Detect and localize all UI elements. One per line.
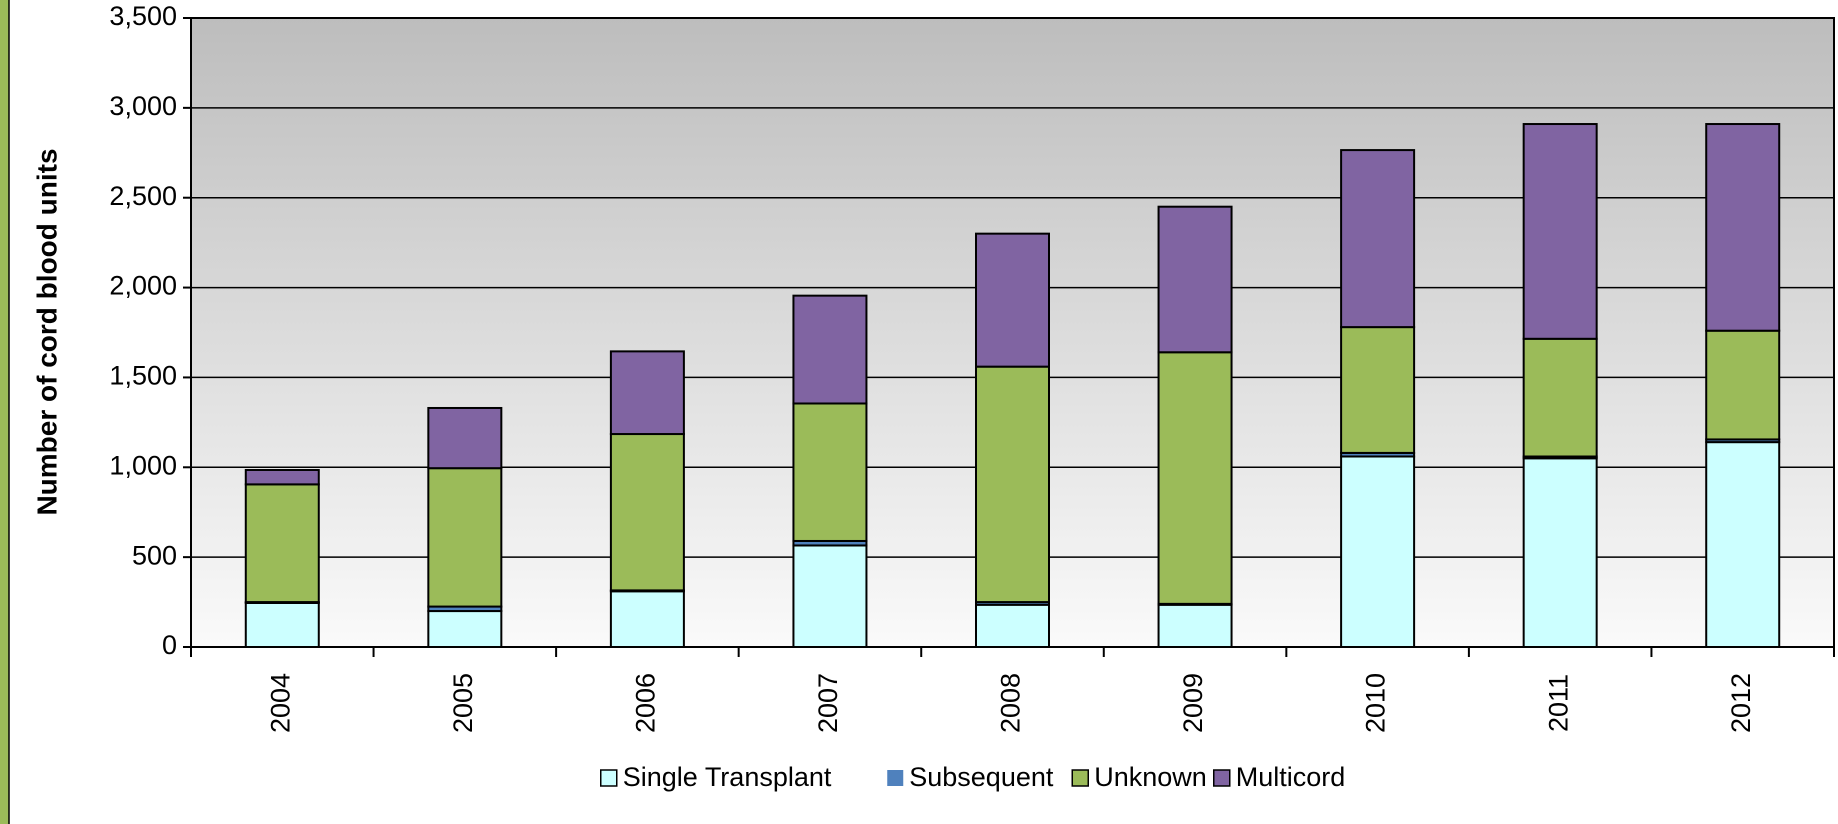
bar-segment [975,232,1050,368]
legend-swatch [1213,769,1231,787]
bar-segment [1340,455,1416,649]
bar-segment [792,544,868,648]
legend-label: Single Transplant [623,762,832,792]
y-tick-label: 500 [132,540,177,570]
bar-segment [1522,337,1598,458]
legend-label: Subsequent [909,762,1054,792]
bar-segment [792,294,868,405]
bar-segment [975,365,1050,604]
y-tick-label: 3,500 [109,1,177,31]
bar-segment [427,610,503,648]
bar-segment [1705,123,1781,332]
bar-segment [609,590,685,649]
x-tick-label: 2012 [1726,673,1756,733]
bar-segment [1157,603,1233,649]
legend-label: Multicord [1236,762,1346,792]
y-tick-label: 1,500 [109,361,177,391]
legend-swatch [887,770,904,786]
bar-segment [609,433,685,592]
left-border [0,0,9,824]
y-tick-label: 0 [162,630,177,660]
bar-segment [244,468,320,486]
x-tick-label: 2004 [265,673,295,733]
x-tick-label: 2006 [631,673,661,733]
y-tick-label: 1,000 [109,450,177,480]
bar-segment [1705,441,1781,648]
y-axis-title: Number of cord blood units [31,148,62,515]
legend-label: Unknown [1094,762,1207,792]
x-tick-label: 2007 [813,673,843,733]
x-tick-label: 2011 [1543,674,1573,732]
bar-segment [975,603,1050,649]
x-tick-label: 2005 [448,673,478,733]
y-tick-label: 2,000 [109,271,177,301]
bar-segment [1522,123,1598,340]
bar-segment [792,402,868,542]
bar-segment [427,467,503,608]
legend-swatch [1071,769,1089,787]
x-tick-label: 2010 [1361,673,1391,733]
y-tick-label: 3,000 [109,91,177,121]
legend-swatch [600,769,618,787]
bar-segment [244,483,320,604]
bar-segment [1157,351,1233,605]
bar-segment [1157,205,1233,354]
y-tick-label: 2,500 [109,181,177,211]
x-tick-label: 2008 [996,673,1026,733]
bar-segment [1705,329,1781,441]
bar-segment [1340,326,1416,454]
x-tick-label: 2009 [1178,673,1208,733]
bar-segment [609,350,685,436]
bar-segment [1522,457,1598,648]
bar-segment [427,406,503,470]
bar-segment [1340,149,1416,329]
bar-segment [244,601,320,648]
